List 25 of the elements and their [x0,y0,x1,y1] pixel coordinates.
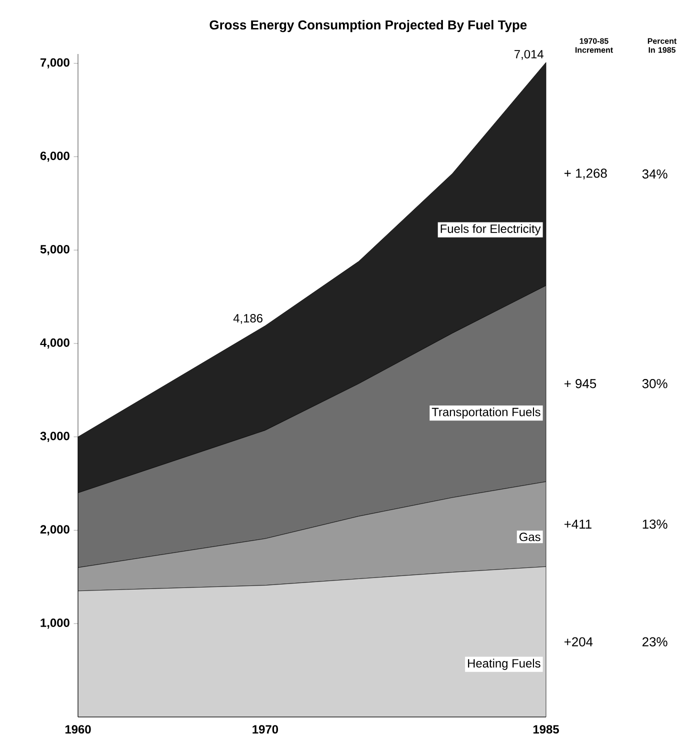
text: 34% [642,169,668,179]
text: 30% [642,379,668,388]
series-label: Transportation Fuels [432,407,540,419]
text: 23% [642,637,668,646]
chart-title: Gross Energy Consumption Projected By Fuel Type [210,20,527,32]
y-tick-label: 7,000 [40,58,70,68]
y-tick-label: 5,000 [40,244,70,256]
y-tick-label: 3,000 [40,432,70,442]
annotation: 4,186 [233,314,262,324]
y-tick-label: 2,000 [40,525,70,536]
y-tick-label: 4,000 [40,338,70,349]
annotation: 7,014 [514,50,544,60]
y-tick-label: 6,000 [40,152,70,162]
series-label: Gas [519,532,540,542]
y-tick-label: 1,000 [40,618,70,629]
text: + 1,268 [564,168,607,180]
x-tick-label: 1960 [65,725,91,734]
text: +204 [564,637,593,646]
text: + 945 [564,379,596,388]
text: +411 [564,520,592,529]
x-tick-label: 1985 [533,725,559,734]
text: 13% [642,520,668,529]
x-tick-label: 1970 [252,725,278,734]
series-label: Heating Fuels [468,658,540,670]
series-label: Fuels for Electricity [440,224,541,236]
